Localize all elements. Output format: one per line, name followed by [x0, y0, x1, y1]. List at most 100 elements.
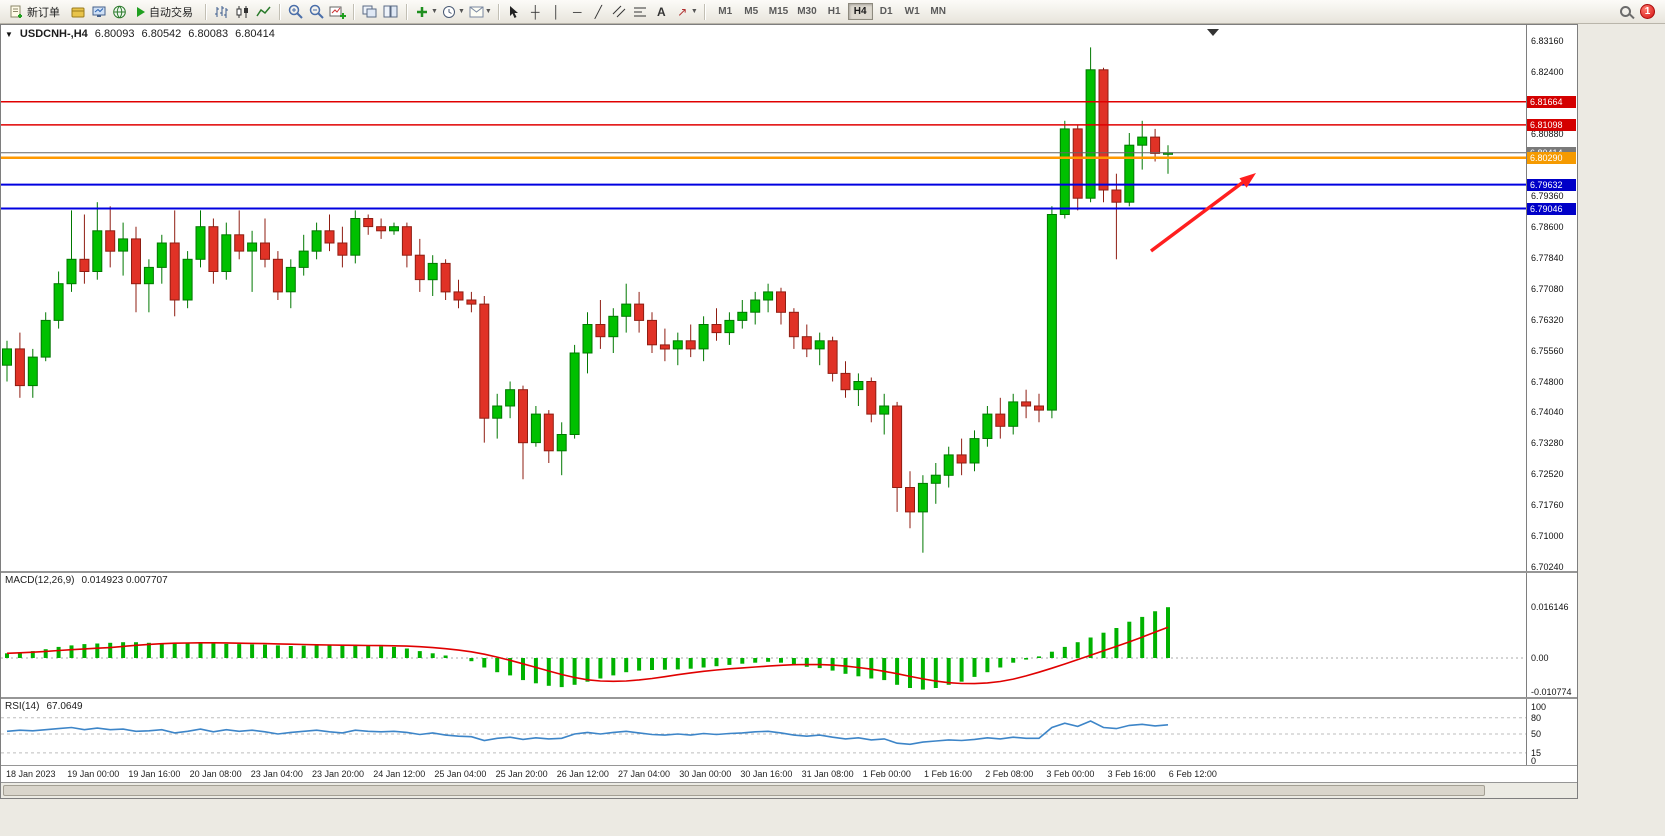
arrows-caret-icon[interactable]: ▼ [690, 8, 698, 15]
chart-expand-icon[interactable]: ▼ [5, 29, 13, 39]
trendline-icon[interactable]: ╱ [594, 4, 602, 19]
time-tick: 27 Jan 04:00 [618, 769, 671, 779]
notification-badge[interactable]: 1 [1640, 4, 1655, 19]
candlestick-chart-icon[interactable] [233, 2, 252, 21]
time-tick: 26 Jan 12:00 [556, 769, 609, 779]
text-icon[interactable]: A [656, 4, 666, 19]
price-chart[interactable]: ▼ USDCNH-,H4 6.80093 6.80542 6.80083 6.8… [1, 25, 1526, 571]
price-tick: 6.73280 [1531, 438, 1564, 449]
price-tick: 6.71000 [1531, 531, 1564, 542]
timeframe-m15[interactable]: M15 [768, 6, 789, 17]
time-tick: 30 Jan 16:00 [740, 769, 793, 779]
timeframe-h1[interactable]: H1 [827, 6, 841, 17]
rsi-plot[interactable]: RSI(14) 67.0649 [1, 699, 1526, 765]
zoom-out-icon[interactable] [307, 2, 326, 21]
time-tick: 19 Jan 00:00 [67, 769, 120, 779]
price-tick: 6.77080 [1531, 283, 1564, 294]
market-watch-icon[interactable] [89, 2, 108, 21]
cascade-windows-icon[interactable] [381, 2, 400, 21]
time-tick: 3 Feb 16:00 [1107, 769, 1156, 779]
rsi-tick: 80 [1531, 712, 1542, 723]
price-tick: 6.77840 [1531, 252, 1564, 263]
zoom-in-icon[interactable] [286, 2, 305, 21]
periods-icon[interactable] [440, 2, 459, 21]
horizontal-scrollbar[interactable] [1, 783, 1577, 798]
rsi-name: RSI(14) [5, 701, 40, 712]
price-tick: 6.72520 [1531, 469, 1564, 480]
templates-icon[interactable] [467, 2, 486, 21]
rsi-tick: 15 [1531, 747, 1542, 758]
macd-name: MACD(12,26,9) [5, 575, 75, 586]
price-tick: 6.70240 [1531, 562, 1564, 571]
symbol-period-label: USDCNH-,H4 [19, 28, 88, 40]
price-tick: 6.79360 [1531, 190, 1564, 201]
add-indicator-caret-icon[interactable]: ▼ [431, 8, 438, 15]
price-tick: 6.80880 [1531, 128, 1564, 139]
shift-marker-icon [1207, 29, 1219, 36]
templates-caret-icon[interactable]: ▼ [484, 8, 492, 15]
new-order-label: 新订单 [27, 6, 60, 19]
price-tag: 6.79632 [1527, 178, 1576, 191]
rsi-tick: 100 [1531, 702, 1547, 712]
chart-header: ▼ USDCNH-,H4 6.80093 6.80542 6.80083 6.8… [5, 28, 275, 40]
timeframe-m30[interactable]: M30 [797, 6, 817, 17]
auto-trading-button[interactable]: 自动交易 [131, 2, 199, 22]
channel-icon[interactable] [610, 2, 629, 21]
time-tick: 23 Jan 04:00 [250, 769, 303, 779]
line-chart-icon[interactable] [254, 2, 273, 21]
rsi-axis[interactable]: 100 80 50 15 0 [1526, 699, 1576, 765]
chart-window: ▼ USDCNH-,H4 6.80093 6.80542 6.80083 6.8… [0, 24, 1578, 799]
price-axis[interactable]: 6.83160 6.82400 6.80880 6.79360 6.78600 6.778… [1526, 25, 1576, 571]
cursor-icon[interactable] [505, 2, 524, 21]
vertical-line-icon[interactable]: │ [552, 4, 561, 19]
price-tick: 6.83160 [1531, 35, 1564, 46]
crosshair-icon[interactable]: ┼ [531, 4, 540, 19]
new-chart-icon[interactable] [328, 2, 347, 21]
toolbar-separator [497, 3, 499, 20]
price-tick: 6.71760 [1531, 500, 1564, 511]
periods-caret-icon[interactable]: ▼ [457, 8, 465, 15]
new-order-button[interactable]: 新订单 [4, 2, 66, 22]
auto-trading-label: 自动交易 [149, 6, 193, 19]
timeframe-h4[interactable]: H4 [847, 3, 873, 20]
toolbar: 新订单 自动交易 ▼ ▼ ▼ ┼ │ ─ ╱ [0, 0, 1665, 24]
tile-windows-icon[interactable] [360, 2, 379, 21]
rsi-panel: RSI(14) 67.0649 100 80 50 15 0 [1, 699, 1577, 766]
timeframe-w1[interactable]: W1 [904, 6, 920, 17]
trade-history-icon[interactable] [68, 2, 87, 21]
time-tick: 1 Feb 00:00 [862, 769, 911, 779]
rsi-label: RSI(14) 67.0649 [5, 701, 83, 712]
community-icon[interactable] [110, 2, 129, 21]
price-tick: 6.78600 [1531, 221, 1564, 232]
time-axis[interactable]: 18 Jan 2023 19 Jan 00:00 19 Jan 16:00 20 Ja… [1, 766, 1577, 783]
timeframe-mn[interactable]: MN [930, 6, 946, 17]
arrows-icon[interactable]: ↗ [677, 4, 688, 19]
new-order-icon [10, 5, 22, 18]
time-tick: 6 Feb 12:00 [1168, 769, 1217, 779]
price-tag: 6.81098 [1527, 118, 1576, 131]
timeframe-m1[interactable]: M1 [718, 6, 733, 17]
fibonacci-icon[interactable] [631, 2, 650, 21]
macd-plot[interactable]: MACD(12,26,9) 0.014923 0.007707 [1, 573, 1526, 697]
timeframe-d1[interactable]: D1 [879, 6, 893, 17]
horizontal-line-icon[interactable]: ─ [573, 4, 582, 19]
price-tick: 6.82400 [1531, 66, 1564, 77]
price-tag: 6.80290 [1527, 151, 1576, 164]
macd-values: 0.014923 0.007707 [81, 575, 168, 586]
toolbar-separator [406, 3, 407, 20]
bar-chart-icon[interactable] [212, 2, 231, 21]
add-indicator-icon[interactable] [413, 2, 432, 21]
macd-axis[interactable]: 0.016146 0.00 -0.010774 [1526, 573, 1576, 697]
macd-panel: MACD(12,26,9) 0.014923 0.007707 0.016146… [1, 573, 1577, 699]
main-chart-panel: ▼ USDCNH-,H4 6.80093 6.80542 6.80083 6.8… [1, 25, 1577, 573]
timeframe-m5[interactable]: M5 [744, 6, 759, 17]
price-tick: 6.76320 [1531, 314, 1564, 325]
price-tag: 6.79046 [1527, 202, 1576, 215]
toolbar-separator [353, 3, 354, 20]
scrollbar-thumb[interactable] [3, 785, 1485, 796]
rsi-tick: 0 [1531, 756, 1537, 765]
search-icon[interactable] [1620, 6, 1631, 17]
time-tick: 2 Feb 08:00 [985, 769, 1034, 779]
time-tick: 1 Feb 16:00 [924, 769, 973, 779]
time-tick: 25 Jan 04:00 [434, 769, 487, 779]
